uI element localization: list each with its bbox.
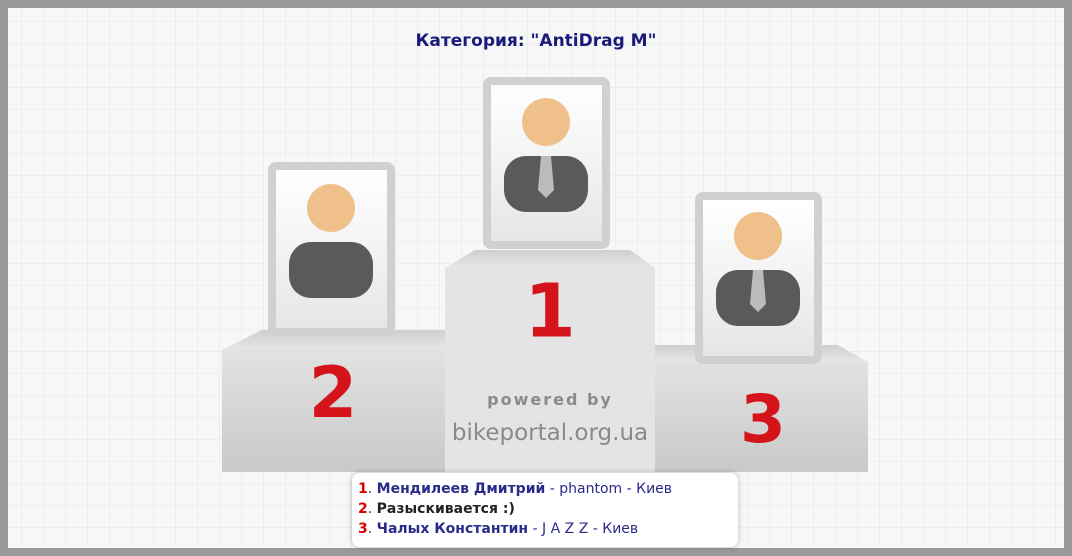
result-row: 3. Чалых Константин - J A Z Z - Киев <box>358 519 738 539</box>
place-number: 3 <box>740 381 786 458</box>
rider-name: Разыскивается :) <box>377 501 515 517</box>
separator: . <box>368 501 372 517</box>
rank: 3 <box>358 521 368 537</box>
rank: 1 <box>358 481 368 497</box>
rank: 2 <box>358 501 368 517</box>
watermark: powered by <box>487 390 613 409</box>
podium-widget: Категория: "AntiDrag M" 1 2 3 powered by… <box>0 0 1072 556</box>
title: Категория: "AntiDrag M" <box>416 31 657 51</box>
place-number: 1 <box>524 269 576 355</box>
podium-top-1 <box>445 250 655 268</box>
rider-name[interactable]: Чалых Константин <box>377 521 528 537</box>
rider-name[interactable]: Мендилеев Дмитрий <box>377 481 546 497</box>
watermark: bikeportal.org.ua <box>452 420 648 446</box>
place-number: 2 <box>309 352 358 434</box>
rider-details: - phantom - Киев <box>545 481 672 497</box>
separator: . <box>368 521 372 537</box>
result-row: 1. Мендилеев Дмитрий - phantom - Киев <box>358 479 738 499</box>
result-row: 2. Разыскивается :) <box>358 499 738 519</box>
separator: . <box>368 481 372 497</box>
rider-details: - J A Z Z - Киев <box>528 521 638 537</box>
results-box: 1. Мендилеев Дмитрий - phantom - Киев 2.… <box>352 473 738 547</box>
